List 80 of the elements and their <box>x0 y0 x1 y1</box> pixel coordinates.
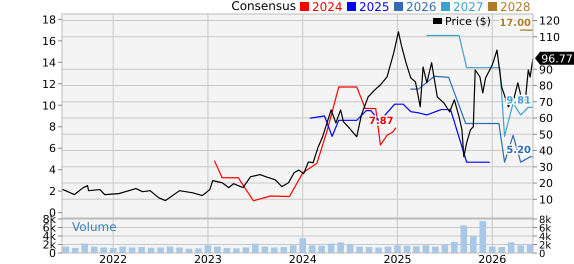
y2-tick-label: 30 <box>539 160 553 174</box>
legend-label: Price ($) <box>445 15 491 28</box>
bar <box>488 246 496 253</box>
y2-tick-label: 10 <box>539 193 553 206</box>
bar <box>432 246 439 253</box>
bar <box>195 248 202 253</box>
bar <box>328 244 334 253</box>
y2-tick-label: 40 <box>539 144 553 158</box>
bar <box>413 246 420 253</box>
bar <box>299 238 306 253</box>
y-tick-label: 8 <box>49 120 56 134</box>
data-label: 96.77 <box>541 52 573 66</box>
y-tick-label: 2 <box>49 185 56 198</box>
data-label: 17.00 <box>499 18 532 30</box>
x-tick-label: 2023 <box>194 253 222 264</box>
chart-title: Volume <box>72 220 117 234</box>
bar <box>252 244 259 253</box>
line-series <box>62 31 534 202</box>
y2-tick-label: 20 <box>539 177 553 190</box>
bar <box>290 245 297 253</box>
y-tick-label: 0 <box>49 247 56 260</box>
y2-tick-label: 80 <box>539 80 553 93</box>
y-tick-label: 10 <box>42 99 56 112</box>
bar <box>451 242 458 253</box>
line-series <box>426 34 534 137</box>
bar <box>308 245 316 253</box>
y-tick-label: 18 <box>42 13 56 26</box>
y-tick-label: 16 <box>42 34 56 48</box>
legend-label: 2028 <box>500 0 531 14</box>
line-series <box>410 76 534 163</box>
y2-tick-label: 60 <box>539 112 553 126</box>
legend-label: 2027 <box>453 0 484 14</box>
bar <box>261 246 268 253</box>
y2-tick-label: 90 <box>539 63 553 76</box>
bar <box>404 246 410 253</box>
legend-label: 2026 <box>406 0 437 14</box>
bar <box>366 247 372 253</box>
bar <box>138 247 145 253</box>
bar <box>356 246 363 253</box>
text: 0 <box>539 249 546 260</box>
bar <box>394 245 401 253</box>
y2-tick-label: 120 <box>539 14 560 28</box>
bar <box>508 242 515 253</box>
y2-tick-label: 50 <box>539 128 553 142</box>
bar <box>346 244 354 253</box>
legend-title: Consensus <box>231 0 296 13</box>
bar <box>479 221 486 253</box>
bar <box>498 247 506 253</box>
bar <box>176 247 183 253</box>
bar <box>442 244 448 253</box>
bar <box>422 245 430 253</box>
y2-tick-label: 70 <box>539 96 553 109</box>
y-tick-label: 6 <box>49 142 56 156</box>
line-series <box>310 104 490 163</box>
bar <box>280 247 288 253</box>
bar <box>517 245 524 253</box>
y-tick-label: 4 <box>49 164 56 177</box>
bar <box>384 246 392 253</box>
y-tick-label: 12 <box>42 78 56 91</box>
bar <box>470 236 477 253</box>
bar <box>204 245 212 253</box>
bar <box>375 247 382 253</box>
bar <box>62 246 70 253</box>
x-tick-label: 2024 <box>288 253 317 264</box>
bar <box>460 225 468 253</box>
line-series <box>214 86 396 202</box>
x-tick-label: 2022 <box>99 253 128 264</box>
y-tick-label: 14 <box>42 56 56 70</box>
bar <box>90 246 98 253</box>
x-tick-label: 2025 <box>383 253 412 264</box>
bar <box>337 242 344 253</box>
y2-tick-label: 110 <box>539 30 560 44</box>
bar <box>119 246 126 253</box>
legend-label: 2025 <box>359 0 390 14</box>
bar <box>166 246 174 253</box>
legend-label: 2024 <box>312 0 343 14</box>
x-tick-label: 2026 <box>478 253 506 264</box>
bar <box>157 247 164 253</box>
bar <box>214 246 221 253</box>
bar <box>81 244 88 253</box>
